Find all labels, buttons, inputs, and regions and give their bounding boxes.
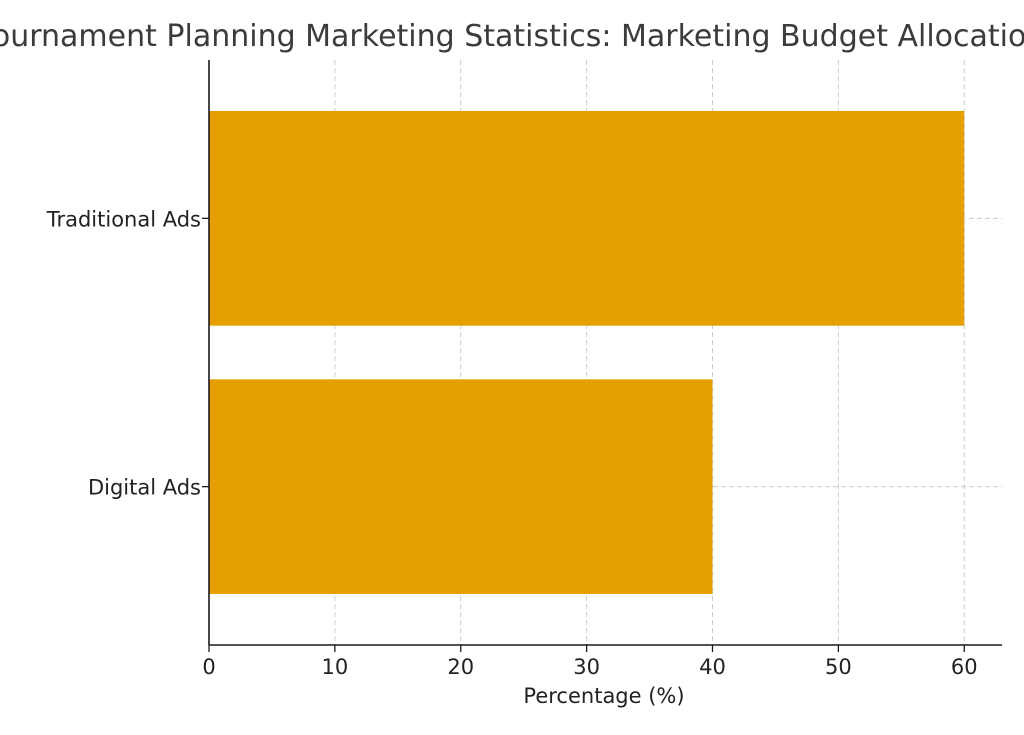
x-tick-label: 0 xyxy=(202,655,215,679)
chart-title: Tournament Planning Marketing Statistics… xyxy=(0,19,1024,54)
x-tick-label: 30 xyxy=(573,655,600,679)
bar-traditional-ads xyxy=(209,110,965,326)
x-axis-label: Percentage (%) xyxy=(523,684,684,708)
y-tick-label: Digital Ads xyxy=(88,476,201,500)
x-tick-label: 40 xyxy=(699,655,726,679)
x-tick-label: 50 xyxy=(825,655,852,679)
bars xyxy=(209,110,965,595)
axes: 0 10 20 30 40 50 60 Digital Ads Traditional Ads xyxy=(46,60,1002,679)
bar-digital-ads xyxy=(209,379,713,595)
x-tick-label: 10 xyxy=(322,655,349,679)
x-tick-label: 20 xyxy=(447,655,474,679)
y-tick-label: Traditional Ads xyxy=(46,207,201,231)
x-tick-label: 60 xyxy=(951,655,978,679)
